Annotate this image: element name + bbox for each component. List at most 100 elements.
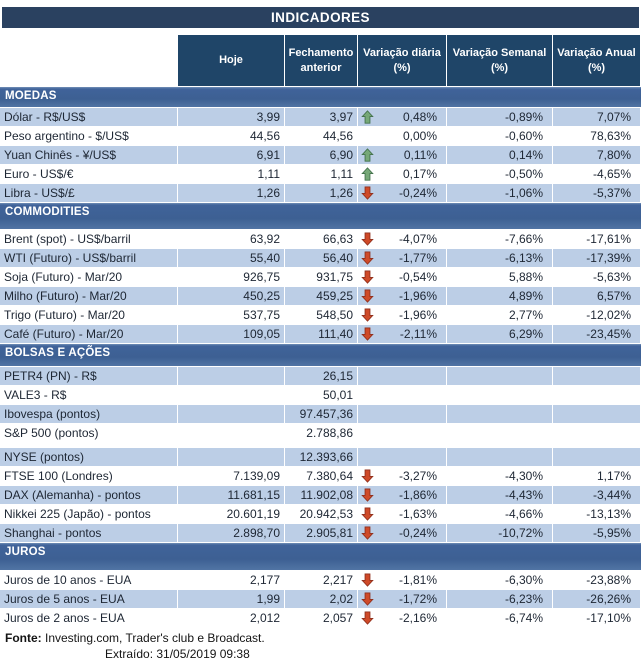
extraction-timestamp: Extraído: 31/05/2019 09:38 [105,646,250,661]
value-variacao-diaria: -0,24% [358,524,446,542]
indicator-label: Dólar - R$/US$ [0,108,177,126]
value-variacao-anual: 7,80% [553,146,640,164]
source-note: Fonte: Investing.com, Trader's club e Br… [5,631,641,647]
arrow-down-icon [361,592,374,606]
table-row-euro-us: Euro - US$/€ 1,11 1,11 0,17% -0,50% -4,65% [0,165,641,183]
value-variacao-diaria: -1,86% [358,486,446,504]
indicator-label: VALE3 - R$ [0,386,177,404]
value-fechamento-anterior: 11.902,08 [285,486,357,504]
value-variacao-anual: -4,65% [553,165,640,183]
indicator-label: DAX (Alemanha) - pontos [0,486,177,504]
arrow-down-icon [361,270,374,284]
table-row-vale3-r: VALE3 - R$ 50,01 [0,386,641,404]
value-variacao-semanal: -1,06% [447,184,552,202]
value-variacao-anual: -13,13% [553,505,640,523]
value-hoje: 7.139,09 [178,467,284,485]
indicator-label: Brent (spot) - US$/barril [0,230,177,248]
value-hoje: 11.681,15 [178,486,284,504]
value-variacao-semanal: 4,89% [447,287,552,305]
indicator-label: Café (Futuro) - Mar/20 [0,325,177,343]
table-row-trigo-futuro-mar-20: Trigo (Futuro) - Mar/20 537,75 548,50 -1,96… [0,306,641,324]
value-hoje: 1,26 [178,184,284,202]
value-variacao-diaria: 0,00% [358,127,446,145]
indicator-label: Juros de 2 anos - EUA [0,609,177,627]
indicator-label: Yuan Chinês - ¥/US$ [0,146,177,164]
table-row-juros-de-10-anos-eua: Juros de 10 anos - EUA 2,177 2,217 -1,81% -6… [0,571,641,589]
value-fechamento-anterior: 459,25 [285,287,357,305]
value-variacao-anual: -3,44% [553,486,640,504]
column-header-variacao-diaria: Variação diária (%) [358,35,446,86]
value-variacao-semanal [447,367,552,385]
value-variacao-semanal: -0,89% [447,108,552,126]
value-hoje [178,386,284,404]
section-header-bolsas-e-acoes: BOLSAS E AÇÕES [0,344,641,366]
value-variacao-anual: 7,07% [553,108,640,126]
value-variacao-anual [553,405,640,423]
value-variacao-diaria: -1,77% [358,249,446,267]
value-variacao-diaria [358,386,446,404]
value-variacao-diaria: -1,63% [358,505,446,523]
value-hoje [178,448,284,466]
value-fechamento-anterior: 548,50 [285,306,357,324]
table-row-brent-spot-us-barril: Brent (spot) - US$/barril 63,92 66,63 -4,07… [0,230,641,248]
indicator-label: Shanghai - pontos [0,524,177,542]
value-variacao-semanal: -6,74% [447,609,552,627]
value-hoje [178,424,284,442]
column-header-row: Hoje Fechamento anterior Variação diária… [0,35,641,86]
table-row-petr4-pn-r: PETR4 (PN) - R$ 26,15 [0,367,641,385]
value-variacao-anual: 1,17% [553,467,640,485]
value-variacao-diaria [358,448,446,466]
section-header-moedas: MOEDAS [0,87,641,107]
table-row-milho-futuro-mar-20: Milho (Futuro) - Mar/20 450,25 459,25 -1,96… [0,287,641,305]
value-variacao-diaria: 0,17% [358,165,446,183]
value-variacao-semanal: -4,30% [447,467,552,485]
value-variacao-semanal: -6,23% [447,590,552,608]
value-hoje: 44,56 [178,127,284,145]
value-variacao-semanal: -6,30% [447,571,552,589]
value-fechamento-anterior: 1,26 [285,184,357,202]
row-spacer [0,442,641,447]
value-variacao-diaria: -0,54% [358,268,446,286]
value-variacao-semanal: 0,14% [447,146,552,164]
indicator-label: NYSE (pontos) [0,448,177,466]
value-hoje: 55,40 [178,249,284,267]
indicator-label: PETR4 (PN) - R$ [0,367,177,385]
value-variacao-anual: -17,61% [553,230,640,248]
value-variacao-anual: -23,45% [553,325,640,343]
value-variacao-diaria: -1,96% [358,306,446,324]
value-fechamento-anterior: 97.457,36 [285,405,357,423]
section-header-commodities: COMMODITIES [0,203,641,229]
arrow-down-icon [361,186,374,200]
value-fechamento-anterior: 3,97 [285,108,357,126]
arrow-down-icon [361,251,374,265]
value-variacao-diaria: 0,48% [358,108,446,126]
arrow-down-icon [361,469,374,483]
column-header-variacao-semanal: Variação Semanal (%) [447,35,552,86]
value-fechamento-anterior: 6,90 [285,146,357,164]
table-row-soja-futuro-mar-20: Soja (Futuro) - Mar/20 926,75 931,75 -0,54%… [0,268,641,286]
value-hoje [178,367,284,385]
table-row-wti-futuro-us-barril: WTI (Futuro) - US$/barril 55,40 56,40 -1,77… [0,249,641,267]
table-row-dolar-r-us: Dólar - R$/US$ 3,99 3,97 0,48% -0,89% 7,07% [0,108,641,126]
value-variacao-anual: -5,63% [553,268,640,286]
value-hoje: 2,012 [178,609,284,627]
value-hoje: 1,11 [178,165,284,183]
value-variacao-anual: -17,39% [553,249,640,267]
table-row-shanghai-pontos: Shanghai - pontos 2.898,70 2.905,81 -0,24% -… [0,524,641,542]
table-row-peso-argentino-us: Peso argentino - $/US$ 44,56 44,56 0,00% -0,… [0,127,641,145]
value-fechamento-anterior: 44,56 [285,127,357,145]
indicator-label: Nikkei 225 (Japão) - pontos [0,505,177,523]
indicator-label: Juros de 10 anos - EUA [0,571,177,589]
value-variacao-diaria [358,367,446,385]
arrow-down-icon [361,526,374,540]
column-header-spacer [0,35,177,86]
value-variacao-anual: -23,88% [553,571,640,589]
value-variacao-semanal: -0,60% [447,127,552,145]
value-variacao-anual: -5,95% [553,524,640,542]
value-fechamento-anterior: 2.905,81 [285,524,357,542]
value-variacao-anual: 6,57% [553,287,640,305]
arrow-down-icon [361,507,374,521]
value-fechamento-anterior: 2.788,86 [285,424,357,442]
indicator-label: Milho (Futuro) - Mar/20 [0,287,177,305]
column-header-hoje: Hoje [178,35,284,86]
